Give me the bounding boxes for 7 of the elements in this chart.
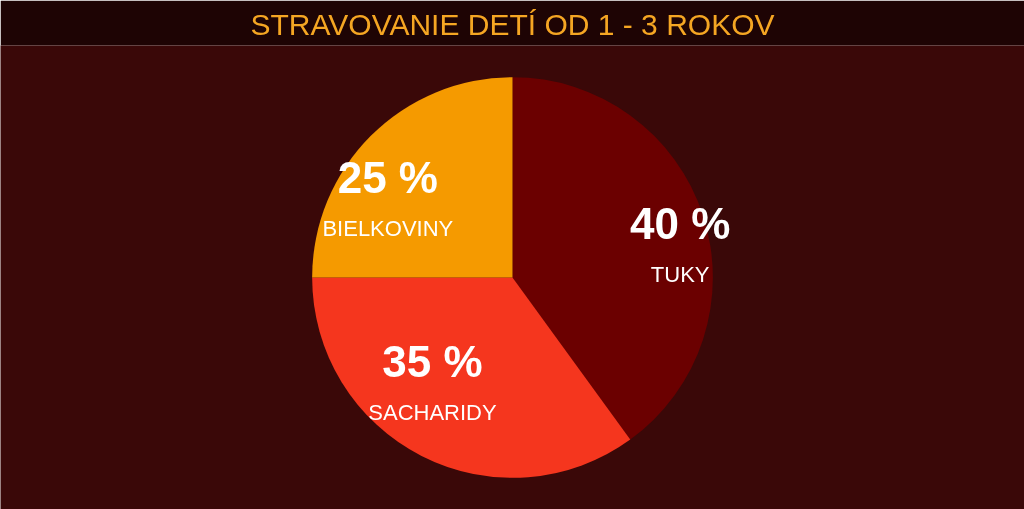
slice-label: TUKY <box>650 261 710 287</box>
slice-label: BIELKOVINY <box>322 216 454 242</box>
slice-label: SACHARIDY <box>368 399 497 425</box>
chart-title: STRAVOVANIE DETÍ OD 1 - 3 ROKOV <box>250 7 775 41</box>
data-label: 25 % <box>337 153 438 203</box>
data-label: 40 % <box>630 198 731 248</box>
data-label: 35 % <box>382 336 483 386</box>
